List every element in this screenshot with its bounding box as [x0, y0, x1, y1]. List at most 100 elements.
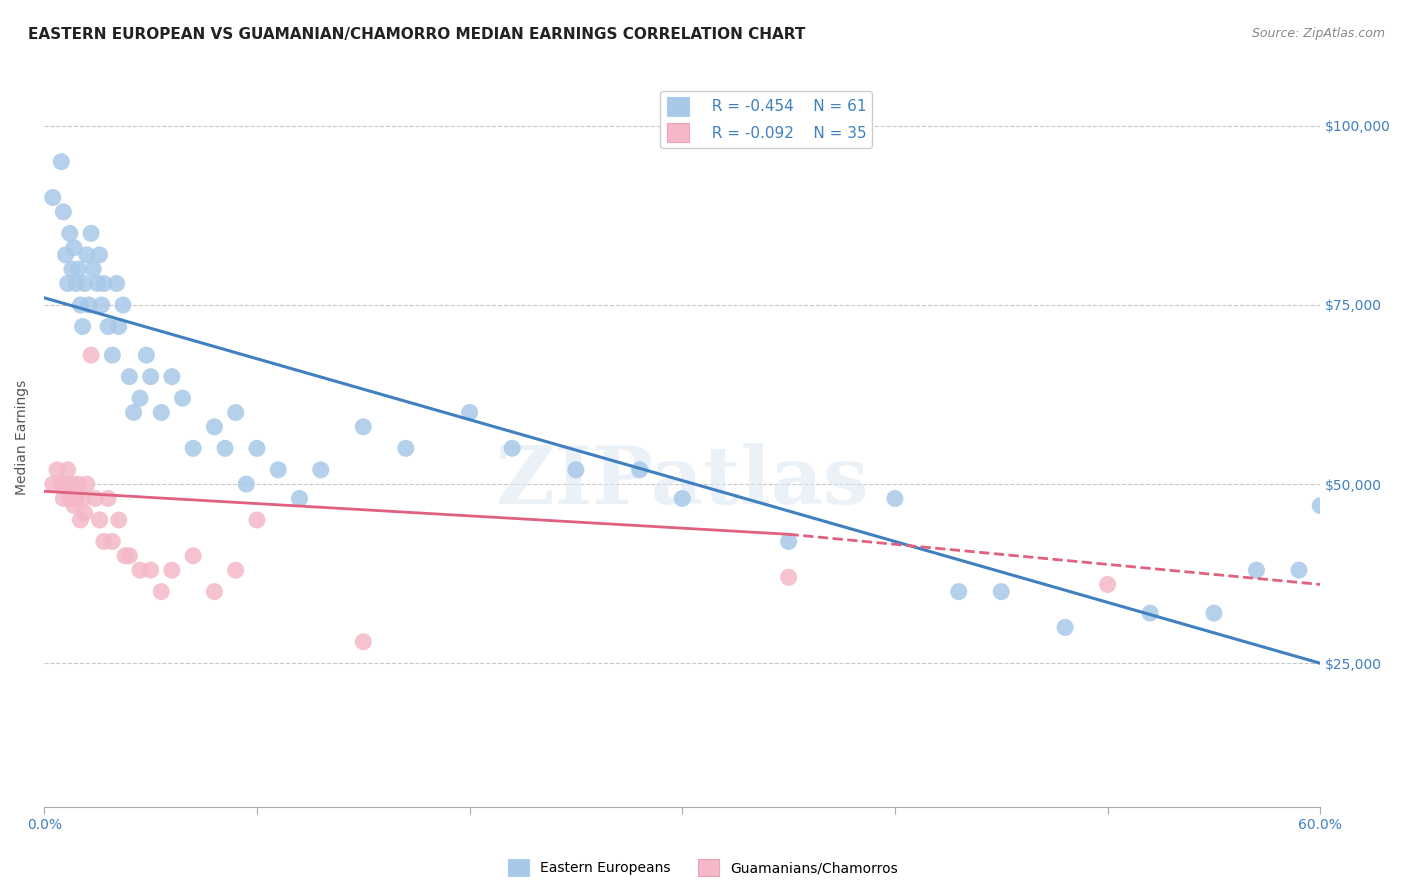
Point	[267, 463, 290, 477]
Y-axis label: Median Earnings: Median Earnings	[15, 380, 30, 495]
Point	[225, 405, 247, 419]
Point	[82, 262, 104, 277]
Point	[73, 506, 96, 520]
Legend: Eastern Europeans, Guamanians/Chamorros: Eastern Europeans, Guamanians/Chamorros	[508, 859, 898, 876]
Point	[1054, 620, 1077, 634]
Point	[352, 634, 374, 648]
Point	[235, 477, 257, 491]
Point	[139, 563, 162, 577]
Point	[63, 241, 86, 255]
Point	[884, 491, 907, 506]
Point	[97, 319, 120, 334]
Point	[97, 491, 120, 506]
Point	[565, 463, 588, 477]
Text: EASTERN EUROPEAN VS GUAMANIAN/CHAMORRO MEDIAN EARNINGS CORRELATION CHART: EASTERN EUROPEAN VS GUAMANIAN/CHAMORRO M…	[28, 27, 806, 42]
Point	[172, 391, 194, 405]
Point	[52, 491, 75, 506]
Point	[55, 477, 77, 491]
Point	[72, 319, 94, 334]
Point	[52, 204, 75, 219]
Point	[309, 463, 332, 477]
Point	[67, 262, 90, 277]
Point	[89, 513, 111, 527]
Point	[84, 491, 107, 506]
Point	[46, 463, 69, 477]
Point	[181, 549, 204, 563]
Point	[150, 405, 173, 419]
Point	[51, 154, 73, 169]
Point	[129, 563, 152, 577]
Point	[69, 513, 91, 527]
Point	[150, 584, 173, 599]
Point	[160, 369, 183, 384]
Point	[111, 298, 134, 312]
Point	[105, 277, 128, 291]
Point	[56, 277, 79, 291]
Point	[90, 298, 112, 312]
Point	[80, 227, 103, 241]
Point	[77, 298, 100, 312]
Point	[76, 477, 98, 491]
Point	[246, 513, 269, 527]
Point	[122, 405, 145, 419]
Text: ZIPatlas: ZIPatlas	[496, 442, 869, 521]
Point	[1309, 499, 1331, 513]
Point	[51, 477, 73, 491]
Text: Source: ZipAtlas.com: Source: ZipAtlas.com	[1251, 27, 1385, 40]
Point	[990, 584, 1012, 599]
Point	[101, 534, 124, 549]
Point	[214, 442, 236, 456]
Point	[89, 248, 111, 262]
Point	[671, 491, 693, 506]
Point	[118, 369, 141, 384]
Point	[202, 419, 225, 434]
Point	[225, 563, 247, 577]
Point	[1246, 563, 1268, 577]
Point	[72, 491, 94, 506]
Point	[139, 369, 162, 384]
Point	[246, 442, 269, 456]
Point	[778, 570, 800, 584]
Point	[129, 391, 152, 405]
Point	[118, 549, 141, 563]
Point	[101, 348, 124, 362]
Point	[501, 442, 523, 456]
Point	[67, 477, 90, 491]
Point	[60, 262, 83, 277]
Point	[288, 491, 311, 506]
Point	[778, 534, 800, 549]
Point	[42, 190, 65, 204]
Point	[114, 549, 136, 563]
Point	[93, 534, 115, 549]
Point	[107, 319, 129, 334]
Point	[65, 491, 87, 506]
Point	[628, 463, 651, 477]
Point	[1139, 606, 1161, 620]
Point	[1288, 563, 1310, 577]
Point	[56, 463, 79, 477]
Point	[135, 348, 157, 362]
Point	[1097, 577, 1119, 591]
Point	[1330, 527, 1353, 541]
Point	[181, 442, 204, 456]
Point	[352, 419, 374, 434]
Point	[73, 277, 96, 291]
Point	[65, 277, 87, 291]
Point	[395, 442, 418, 456]
Point	[63, 499, 86, 513]
Point	[93, 277, 115, 291]
Point	[60, 477, 83, 491]
Point	[948, 584, 970, 599]
Point	[69, 298, 91, 312]
Point	[59, 491, 82, 506]
Point	[202, 584, 225, 599]
Point	[160, 563, 183, 577]
Legend:   R = -0.454    N = 61,   R = -0.092    N = 35: R = -0.454 N = 61, R = -0.092 N = 35	[661, 91, 872, 148]
Point	[55, 248, 77, 262]
Point	[1202, 606, 1225, 620]
Point	[80, 348, 103, 362]
Point	[76, 248, 98, 262]
Point	[86, 277, 108, 291]
Point	[42, 477, 65, 491]
Point	[59, 227, 82, 241]
